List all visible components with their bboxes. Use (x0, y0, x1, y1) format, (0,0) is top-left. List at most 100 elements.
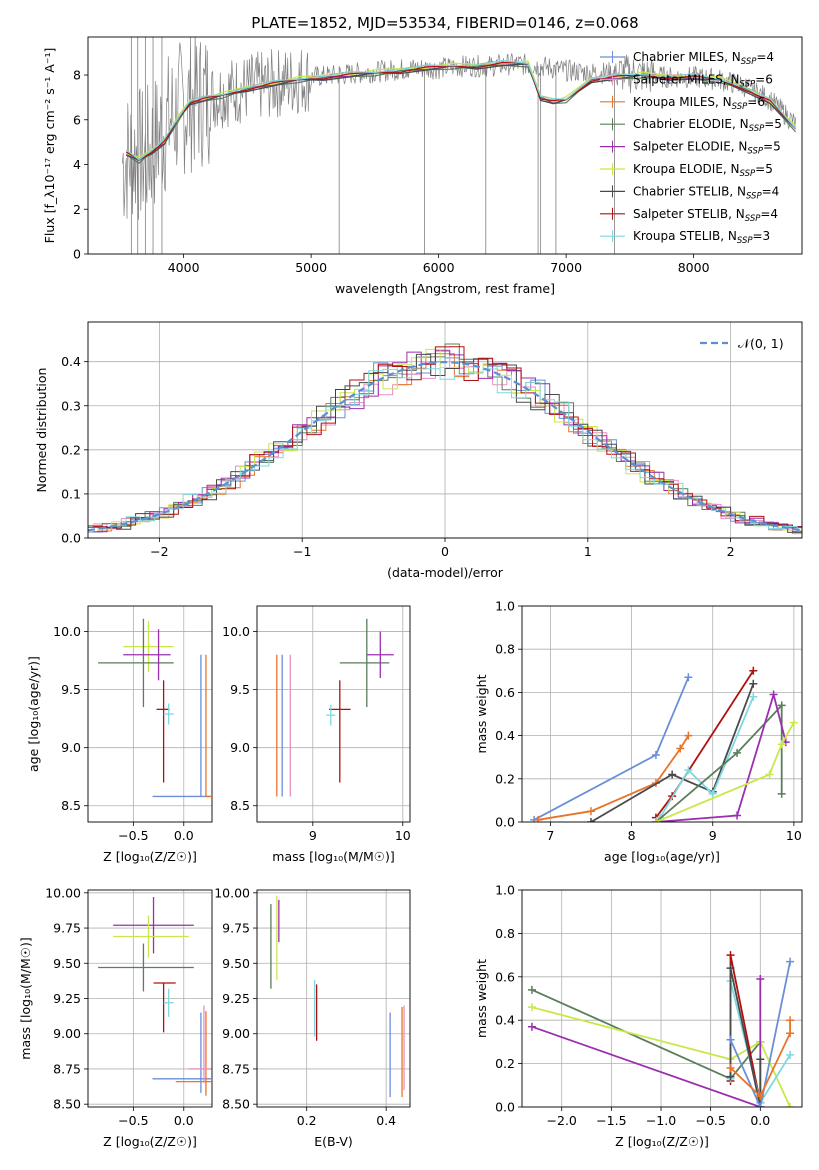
x-tick-label: 0.4 (376, 1113, 396, 1128)
data-point-kroupa_miles (586, 807, 595, 816)
y-tick-label: 10.00 (214, 885, 250, 900)
y-tick-label: 9.50 (53, 956, 81, 971)
y-tick-label: 9.50 (222, 956, 250, 971)
x-axis-label: E(B-V) (314, 1134, 353, 1149)
observed-spectrum (122, 37, 796, 220)
x-tick-label: −0.5 (695, 1113, 725, 1128)
data-point-salpeter_elodie (527, 1022, 536, 1031)
y-tick-label: 9.5 (61, 682, 81, 697)
y-tick-label: 0.4 (495, 728, 515, 743)
x-tick-label: −1 (293, 544, 311, 559)
y-tick-label: 6 (73, 112, 81, 127)
plot-area (98, 618, 211, 798)
x-tick-label: 6000 (423, 260, 455, 275)
series-line-kroupa_stelib (659, 696, 755, 819)
data-point-salpeter_stelib (726, 951, 735, 960)
y-tick-label: 8.50 (53, 1097, 81, 1112)
data-point-chabrier_elodie (777, 789, 786, 798)
data-point-salpeter_elodie (756, 974, 765, 983)
y-axis-label: mass weight (474, 674, 489, 753)
model-spectrum-salpeter_stelib (126, 61, 797, 161)
plot-area (98, 897, 212, 1096)
y-tick-label: 9.25 (222, 991, 250, 1006)
x-tick-label: −2 (150, 544, 168, 559)
series-line-chabrier_stelib (729, 967, 762, 1107)
y-tick-label: 9.0 (61, 740, 81, 755)
legend-label: Kroupa ELODIE, NSSP=5 (633, 162, 773, 179)
y-tick-label: 0.2 (61, 442, 81, 457)
y-tick-label: 8.75 (53, 1061, 81, 1076)
series-line-chabrier_miles (729, 961, 791, 1107)
legend-label: Kroupa STELIB, NSSP=3 (633, 229, 770, 246)
legend-label: Salpeter ELODIE, NSSP=5 (633, 140, 781, 157)
y-tick-label: 0.8 (495, 926, 515, 941)
panel-age_vs_Z: −0.5 0.0 8.5 9.0 9.5 10.0 Z [log₁₀(Z/Z☉)] age [… (26, 605, 213, 864)
series-line-salpeter_elodie (655, 691, 787, 822)
data-point-kroupa_elodie (777, 740, 786, 749)
x-tick-label: −1.0 (646, 1113, 676, 1128)
y-tick-label: 10.00 (45, 885, 81, 900)
data-point-chabrier_miles (651, 751, 660, 760)
legend-label: Chabrier MILES, NSSP=4 (633, 50, 774, 67)
y-tick-label: 9.00 (222, 1026, 250, 1041)
x-axis-label: age [log₁₀(age/yr)] (604, 849, 720, 864)
y-tick-label: 0.2 (495, 1056, 515, 1071)
data-point-kroupa_elodie (786, 1103, 795, 1107)
legend: Chabrier MILES, NSSP=4 Salpeter MILES, NS… (600, 50, 782, 246)
y-tick-label: 0.4 (495, 1013, 515, 1028)
y-tick-label: 9.25 (53, 991, 81, 1006)
data-point-kroupa_elodie (527, 1003, 536, 1012)
data-point-kroupa_stelib (684, 766, 693, 775)
x-tick-label: 0.2 (297, 1113, 317, 1128)
x-tick-label: 8 (628, 828, 636, 843)
data-point-chabrier_stelib (668, 770, 677, 779)
plot-area (530, 666, 798, 822)
chart-title: PLATE=1852, MJD=53534, FIBERID=0146, z=0… (251, 14, 638, 32)
legend-label: Salpeter MILES, NSSP=6 (633, 72, 773, 89)
x-axis-label: Z [log₁₀(Z/Z☉)] (103, 849, 197, 864)
x-tick-label: 2 (727, 544, 735, 559)
data-point-kroupa_miles (534, 815, 543, 822)
legend-label: Chabrier STELIB, NSSP=4 (633, 184, 779, 201)
panel-mass_vs_EBV: 0.2 0.4 8.50 8.75 9.00 9.25 9.50 9.75 10.00 E(B-V… (214, 885, 411, 1149)
data-point-kroupa_miles (786, 1016, 795, 1025)
series-line-kroupa_elodie (531, 1006, 791, 1107)
data-point-chabrier_stelib (726, 964, 735, 973)
y-tick-label: 0.6 (495, 685, 515, 700)
data-point-kroupa_stelib (708, 789, 717, 798)
panel-mass_weight_vs_age: 7 8 9 10 0.0 0.2 0.4 0.6 0.8 1.0 age [log₁₀(age/yr… (474, 599, 803, 864)
x-tick-label: −0.5 (118, 828, 148, 843)
x-tick-label: 10 (786, 828, 802, 843)
y-tick-label: 9.00 (53, 1026, 81, 1041)
y-tick-label: 0 (73, 247, 81, 262)
x-tick-label: 0.0 (750, 1113, 770, 1128)
x-tick-label: 0.0 (174, 1113, 194, 1128)
legend-label: Kroupa MILES, NSSP=6 (633, 95, 765, 112)
panel-spectrum: 4000 5000 6000 7000 8000 0 2 4 6 8 wavelength [Ang… (42, 14, 803, 296)
panel-mass_weight_vs_Z: −2.0 −1.5 −1.0 −0.5 0.0 0.0 0.2 0.4 0.6 0.8 1.0 Z [… (474, 883, 803, 1149)
panel-age_vs_mass: 9 10 8.5 9.0 9.5 10.0 mass [log₁₀(M/M☉)] (222, 605, 411, 864)
y-axis-label: Flux [f_λ10⁻¹⁷ erg cm⁻² s⁻¹ A⁻¹] (42, 48, 57, 244)
figure-panels: 4000 5000 6000 7000 8000 0 2 4 6 8 wavelength [Ang… (18, 14, 803, 1149)
axes-frame (87, 321, 803, 539)
data-point-kroupa_miles (684, 731, 693, 740)
x-tick-label: 9 (709, 828, 717, 843)
x-tick-label: 9 (309, 828, 317, 843)
y-axis-label: age [log₁₀(age/yr)] (26, 656, 41, 772)
y-tick-label: 0.2 (495, 771, 515, 786)
model-spectrum-kroupa_stelib (125, 59, 797, 161)
axes-frame (256, 889, 411, 1108)
histogram-salpeter_elodie (92, 350, 802, 533)
data-point-chabrier_stelib (586, 818, 595, 822)
x-axis-label: Z [log₁₀(Z/Z☉)] (103, 1134, 197, 1149)
y-tick-label: 4 (73, 157, 81, 172)
data-point-chabrier_miles (726, 1035, 735, 1044)
x-tick-label: −0.5 (118, 1113, 148, 1128)
data-point-chabrier_elodie (777, 701, 786, 710)
y-tick-label: 0.6 (495, 969, 515, 984)
data-point-kroupa_stelib (786, 1050, 795, 1059)
data-point-chabrier_stelib (726, 1072, 735, 1081)
legend-label: 𝒩(0, 1) (738, 336, 784, 351)
histogram-chabrier_stelib (88, 353, 802, 533)
axes-frame (87, 605, 213, 823)
